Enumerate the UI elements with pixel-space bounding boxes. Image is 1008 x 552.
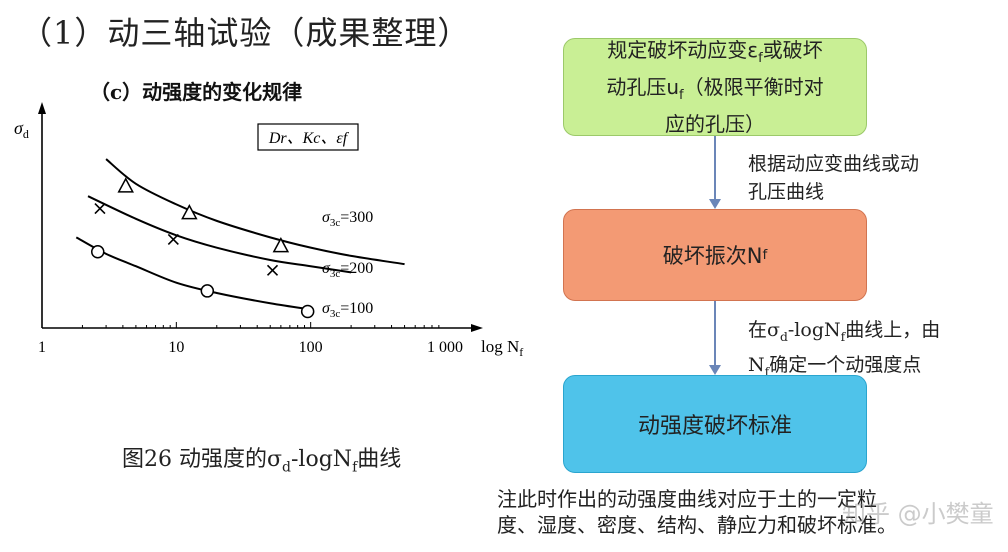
note2-line2-a: N: [748, 353, 765, 376]
note1-line2: 孔压曲线: [748, 181, 825, 203]
x-tick-label: 1: [38, 339, 46, 356]
series-curve-2: [87, 195, 352, 274]
caption-mid: -logN: [291, 447, 353, 472]
x-axis-arrow: [471, 324, 483, 332]
circle-marker: [90, 245, 105, 259]
caption-suffix: 曲线: [357, 447, 402, 472]
box3-text: 动强度破坏标准: [637, 414, 792, 439]
series-curve-3: [75, 236, 311, 311]
cross-marker: [94, 202, 106, 215]
box1-line1-a: 规定破坏动应变ε: [607, 37, 759, 62]
series-label-1: σ3c=300: [322, 209, 373, 229]
flow-arrow-1-line: [714, 136, 716, 199]
bottom-note-line2: 度、湿度、密度、结构、静应力和破坏标准。: [497, 513, 897, 537]
flow-arrow-2-head: [709, 365, 721, 375]
note2-a: 在σ: [748, 319, 780, 341]
triangle-marker: [181, 204, 198, 220]
caption-sub-d: d: [282, 459, 291, 476]
y-axis-label: σd: [14, 118, 29, 141]
series-label-3: σ3c=100: [322, 300, 373, 320]
box2-text: 破坏振次N: [662, 244, 763, 268]
flow-box-failure-criterion-input: 规定破坏动应变εf或破坏 动孔压uf（极限平衡时对 应的孔压）: [563, 38, 867, 136]
chart-caption: 图26 动强度的σd-logNf曲线: [122, 441, 401, 475]
x-tick-label: 10: [168, 339, 184, 356]
box1-line1-b: 或破坏: [762, 37, 823, 62]
watermark: 知乎 @小樊童: [842, 500, 994, 528]
note2-c: 曲线上，由: [845, 319, 941, 341]
triangle-marker: [272, 237, 290, 253]
box1-line2-sub: f: [679, 87, 684, 103]
x-tick-label: 1 000: [427, 339, 463, 356]
caption-sigma: σ: [267, 447, 283, 472]
flow-arrow-2-line: [714, 301, 716, 365]
box1-line2-a: 动孔压u: [606, 74, 680, 99]
cross-marker: [266, 264, 279, 276]
flow-note-2: 在σd-logNf曲线上，由 Nf确定一个动强度点: [748, 316, 940, 386]
chart-axes: [38, 102, 483, 332]
note2-sub2: f: [840, 329, 846, 344]
page-title: （1）动三轴试验（成果整理）: [20, 14, 471, 52]
x-axis-label: log Nf: [481, 337, 523, 359]
box1-line1-sub: f: [758, 50, 763, 66]
chart-markers: [90, 177, 315, 319]
series-curve-1: [105, 158, 405, 266]
box1-line2-b: （极限平衡时对: [683, 74, 824, 99]
note2-line2-sub: f: [764, 364, 770, 379]
flow-note-1: 根据动应变曲线或动 孔压曲线: [748, 150, 919, 206]
caption-sub-f: f: [352, 459, 358, 476]
flow-box-dynamic-strength-criterion: 动强度破坏标准: [563, 375, 867, 473]
chart-labels: 1 10 100 1 000 log Nf σd Dr、Kc、εf σ3c=300 σ3c=20…: [14, 118, 523, 359]
chart-curves: [75, 158, 405, 311]
x-tick-label: 100: [299, 339, 323, 356]
bottom-note: 注此时作出的动强度曲线对应于土的一定粒 度、湿度、密度、结构、静应力和破坏标准。: [497, 486, 897, 538]
bottom-note-line1: 注此时作出的动强度曲线对应于土的一定粒: [497, 487, 877, 511]
legend-box: [257, 123, 359, 151]
circle-marker: [200, 284, 215, 298]
box2-sub: f: [762, 247, 768, 263]
note2-sub: d: [779, 329, 788, 344]
note1-line1: 根据动应变曲线或动: [748, 153, 920, 175]
note2-b: -logN: [787, 319, 841, 341]
triangle-marker: [117, 177, 134, 193]
flow-box-failure-cycles: 破坏振次N f: [563, 209, 867, 301]
series-label-2: σ3c=200: [322, 260, 373, 280]
y-axis-arrow: [38, 102, 46, 114]
circle-marker: [300, 304, 315, 319]
caption-prefix: 图26 动强度的: [122, 447, 267, 472]
box1-line3: 应的孔压）: [664, 111, 765, 136]
note2-line2-b: 确定一个动强度点: [769, 353, 922, 376]
dynamic-strength-chart: 1 10 100 1 000 log Nf σd Dr、Kc、εf σ3c=300 σ3c=20…: [14, 102, 523, 359]
legend-box-text: Dr、Kc、εf: [268, 130, 350, 147]
cross-marker: [167, 233, 179, 245]
flow-arrow-1-head: [709, 199, 721, 209]
chart-subtitle: （c）动强度的变化规律: [90, 80, 303, 104]
